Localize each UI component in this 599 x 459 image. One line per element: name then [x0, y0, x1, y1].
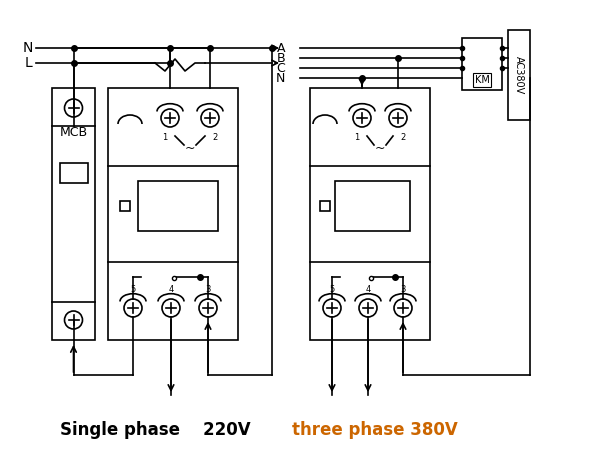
Bar	[508, 30, 530, 120]
Text: ~: ~	[375, 141, 385, 155]
Text: 1: 1	[162, 134, 168, 142]
Bar	[462, 38, 502, 90]
Text: three phase 380V: three phase 380V	[292, 421, 458, 439]
Text: 2: 2	[400, 134, 406, 142]
Text: MCB: MCB	[59, 127, 87, 140]
Text: 4: 4	[365, 285, 371, 293]
Bar	[120, 201, 130, 211]
Bar	[335, 181, 410, 231]
Text: 3: 3	[205, 285, 211, 293]
Text: A: A	[277, 41, 285, 55]
Bar	[108, 88, 238, 340]
Bar	[310, 88, 430, 340]
Text: 1: 1	[355, 134, 359, 142]
Text: KM: KM	[474, 75, 489, 85]
Text: 2: 2	[213, 134, 217, 142]
Bar	[320, 201, 330, 211]
Bar	[52, 88, 95, 340]
Text: B: B	[276, 51, 285, 65]
Text: AC380V: AC380V	[514, 56, 524, 94]
Text: 4: 4	[168, 285, 174, 293]
Bar	[138, 181, 218, 231]
Bar	[59, 163, 87, 183]
Text: 5: 5	[131, 285, 135, 293]
Text: 3: 3	[400, 285, 406, 293]
Text: N: N	[23, 41, 33, 55]
Text: C: C	[276, 62, 285, 74]
Text: L: L	[24, 56, 32, 70]
Text: ~: ~	[184, 141, 195, 155]
Text: N: N	[276, 72, 285, 84]
Text: Single phase    220V: Single phase 220V	[60, 421, 250, 439]
Text: 5: 5	[329, 285, 335, 293]
